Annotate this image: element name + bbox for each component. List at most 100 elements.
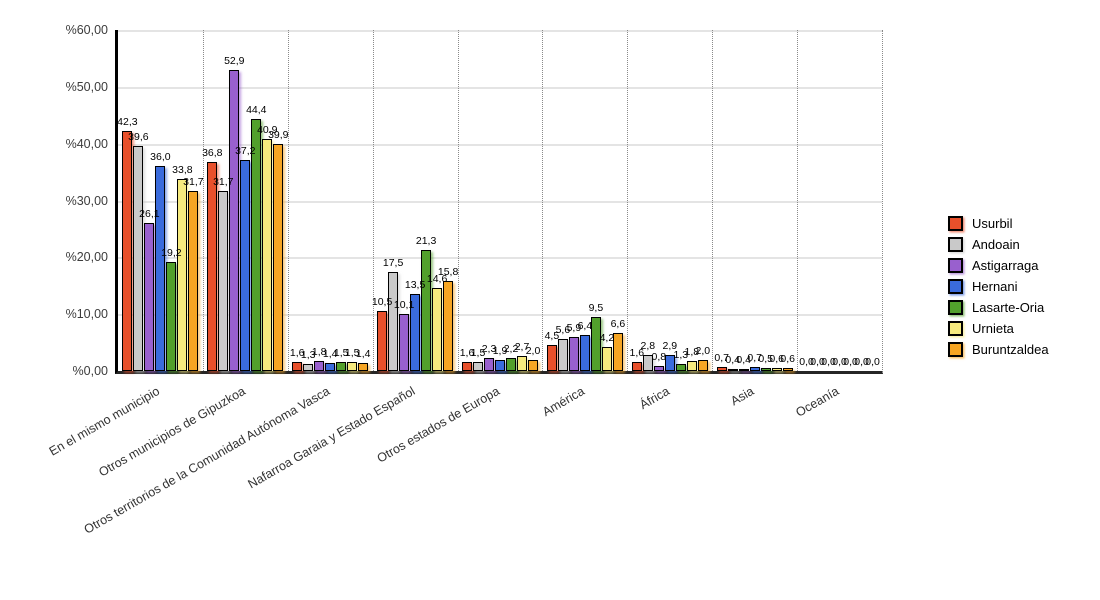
bar-andoain-am-rica[interactable] bbox=[557, 339, 568, 371]
bar-urnieta-otros-territorios-de-la-comunidad-aut-noma-vasca[interactable] bbox=[347, 362, 358, 371]
y-tick-label: %40,00 bbox=[65, 136, 108, 151]
bar-buruntzaldea-otros-territorios-de-la-comunidad-aut-noma-vasca[interactable] bbox=[358, 363, 369, 371]
bar-astigarraga-otros-territorios-de-la-comunidad-aut-noma-vasca[interactable] bbox=[314, 361, 325, 371]
bar-astigarraga-am-rica[interactable] bbox=[568, 337, 579, 371]
bar-hernani-otros-estados-de-europa[interactable] bbox=[495, 360, 505, 371]
bar-value-label: 15,8 bbox=[437, 265, 459, 278]
bar-usurbil-otros-territorios-de-la-comunidad-aut-noma-vasca[interactable] bbox=[292, 362, 303, 371]
bar-usurbil-otros-municipios-de-gipuzkoa[interactable] bbox=[207, 162, 218, 371]
bar-urnieta-nafarroa-garaia-y-estado-espa-ol[interactable] bbox=[432, 288, 443, 371]
bar-urnieta--frica[interactable] bbox=[686, 361, 697, 371]
bar-urnieta-otros-estados-de-europa[interactable] bbox=[517, 356, 527, 371]
group-separator bbox=[712, 30, 713, 371]
bar-value-label: 0,4 bbox=[736, 353, 751, 366]
x-axis-label-am-rica: América bbox=[540, 384, 587, 420]
legend-swatch-icon bbox=[948, 237, 963, 252]
bar-value-label: 1,5 bbox=[470, 346, 486, 359]
legend-item-astigarraga[interactable]: Astigarraga bbox=[948, 258, 1049, 273]
bar-value-label: 0,0 bbox=[843, 355, 858, 368]
legend-item-usurbil[interactable]: Usurbil bbox=[948, 216, 1049, 231]
bar-urnieta-asia[interactable] bbox=[771, 368, 782, 371]
bar-value-label: 0,0 bbox=[865, 355, 880, 368]
bar-andoain-otros-estados-de-europa[interactable] bbox=[473, 362, 483, 371]
bar-hernani--frica[interactable] bbox=[664, 355, 675, 371]
legend-label: Buruntzaldea bbox=[972, 342, 1049, 357]
bar-andoain-otros-municipios-de-gipuzkoa[interactable] bbox=[218, 191, 229, 371]
bar-buruntzaldea-am-rica[interactable] bbox=[612, 333, 623, 371]
bar-value-label: 0,5 bbox=[758, 352, 773, 365]
bar-astigarraga-asia[interactable] bbox=[738, 369, 749, 371]
legend-item-buruntzaldea[interactable]: Buruntzaldea bbox=[948, 342, 1049, 357]
gridline bbox=[118, 86, 882, 89]
bar-buruntzaldea-nafarroa-garaia-y-estado-espa-ol[interactable] bbox=[443, 281, 454, 371]
group-separator bbox=[203, 30, 204, 371]
bar-andoain-nafarroa-garaia-y-estado-espa-ol[interactable] bbox=[388, 272, 399, 371]
bar-lasarte-oria-otros-estados-de-europa[interactable] bbox=[506, 358, 516, 371]
bar-lasarte-oria-nafarroa-garaia-y-estado-espa-ol[interactable] bbox=[421, 250, 432, 371]
x-axis-label-nafarroa-garaia-y-estado-espa-ol: Nafarroa Garaia y Estado Español bbox=[245, 384, 418, 492]
legend-label: Andoain bbox=[972, 237, 1020, 252]
bar-buruntzaldea-otros-municipios-de-gipuzkoa[interactable] bbox=[273, 144, 284, 371]
bar-buruntzaldea-en-el-mismo-municipio[interactable] bbox=[188, 191, 199, 371]
bar-andoain-asia[interactable] bbox=[727, 369, 738, 371]
legend-item-lasarte-oria[interactable]: Lasarte-Oria bbox=[948, 300, 1049, 315]
bar-value-label: 14,6 bbox=[426, 272, 448, 285]
bar-value-label: 36,0 bbox=[150, 150, 171, 163]
bar-value-label: 2,3 bbox=[481, 342, 497, 355]
bar-hernani-asia[interactable] bbox=[749, 367, 760, 371]
bar-hernani-am-rica[interactable] bbox=[579, 335, 590, 371]
bar-lasarte-oria-am-rica[interactable] bbox=[590, 317, 601, 371]
bar-urnieta-en-el-mismo-municipio[interactable] bbox=[177, 179, 188, 371]
bar-hernani-otros-municipios-de-gipuzkoa[interactable] bbox=[240, 160, 251, 371]
bar-value-label: 1,6 bbox=[629, 346, 645, 359]
bar-astigarraga--frica[interactable] bbox=[653, 366, 664, 371]
bar-lasarte-oria-en-el-mismo-municipio[interactable] bbox=[166, 262, 177, 371]
bar-usurbil-am-rica[interactable] bbox=[546, 345, 557, 371]
bar-value-label: 1,8 bbox=[684, 345, 700, 358]
bar-lasarte-oria-otros-municipios-de-gipuzkoa[interactable] bbox=[251, 119, 262, 371]
bar-urnieta-am-rica[interactable] bbox=[601, 347, 612, 371]
x-axis-label-otros-municipios-de-gipuzkoa: Otros municipios de Gipuzkoa bbox=[95, 384, 248, 480]
bar-usurbil-otros-estados-de-europa[interactable] bbox=[462, 362, 472, 371]
bar-hernani-otros-territorios-de-la-comunidad-aut-noma-vasca[interactable] bbox=[325, 363, 336, 371]
bar-value-label: 0,0 bbox=[821, 355, 836, 368]
bar-buruntzaldea-otros-estados-de-europa[interactable] bbox=[528, 360, 538, 371]
bar-andoain-en-el-mismo-municipio[interactable] bbox=[133, 146, 144, 371]
bar-hernani-nafarroa-garaia-y-estado-espa-ol[interactable] bbox=[410, 294, 421, 371]
bar-astigarraga-nafarroa-garaia-y-estado-espa-ol[interactable] bbox=[399, 314, 410, 371]
bar-andoain--frica[interactable] bbox=[642, 355, 653, 371]
legend-item-hernani[interactable]: Hernani bbox=[948, 279, 1049, 294]
bar-value-label: 2,9 bbox=[662, 339, 678, 352]
bar-lasarte-oria-asia[interactable] bbox=[760, 368, 771, 371]
bar-usurbil-asia[interactable] bbox=[716, 367, 727, 371]
bar-lasarte-oria-otros-territorios-de-la-comunidad-aut-noma-vasca[interactable] bbox=[336, 362, 347, 371]
bar-astigarraga-en-el-mismo-municipio[interactable] bbox=[144, 223, 155, 371]
bar-value-label: 1,3 bbox=[673, 348, 689, 361]
bar-lasarte-oria--frica[interactable] bbox=[675, 364, 686, 371]
bar-astigarraga-otros-estados-de-europa[interactable] bbox=[484, 358, 494, 371]
legend-item-urnieta[interactable]: Urnieta bbox=[948, 321, 1049, 336]
group-separator bbox=[542, 30, 543, 371]
bar-value-label: 1,3 bbox=[300, 348, 316, 361]
bar-astigarraga-otros-municipios-de-gipuzkoa[interactable] bbox=[229, 70, 240, 371]
bar-usurbil-nafarroa-garaia-y-estado-espa-ol[interactable] bbox=[377, 311, 388, 371]
bar-andoain-otros-territorios-de-la-comunidad-aut-noma-vasca[interactable] bbox=[303, 364, 314, 371]
bar-value-label: 39,6 bbox=[128, 130, 149, 143]
legend-swatch-icon bbox=[948, 216, 963, 231]
bar-hernani-en-el-mismo-municipio[interactable] bbox=[155, 166, 166, 371]
bar-usurbil--frica[interactable] bbox=[631, 362, 642, 371]
bar-urnieta-otros-municipios-de-gipuzkoa[interactable] bbox=[262, 139, 273, 371]
bar-value-label: 0,7 bbox=[747, 351, 762, 364]
bar-value-label: 39,9 bbox=[268, 128, 289, 141]
bar-value-label: 1,4 bbox=[355, 347, 371, 360]
bar-buruntzaldea-asia[interactable] bbox=[782, 368, 793, 371]
y-tick-label: %10,00 bbox=[65, 307, 108, 322]
bar-value-label: 2,0 bbox=[525, 344, 541, 357]
gridline bbox=[118, 143, 882, 146]
bar-value-label: 2,7 bbox=[514, 340, 530, 353]
bar-buruntzaldea--frica[interactable] bbox=[697, 360, 708, 371]
bar-usurbil-en-el-mismo-municipio[interactable] bbox=[122, 131, 133, 371]
bar-value-label: 2,2 bbox=[503, 342, 519, 355]
legend-item-andoain[interactable]: Andoain bbox=[948, 237, 1049, 252]
